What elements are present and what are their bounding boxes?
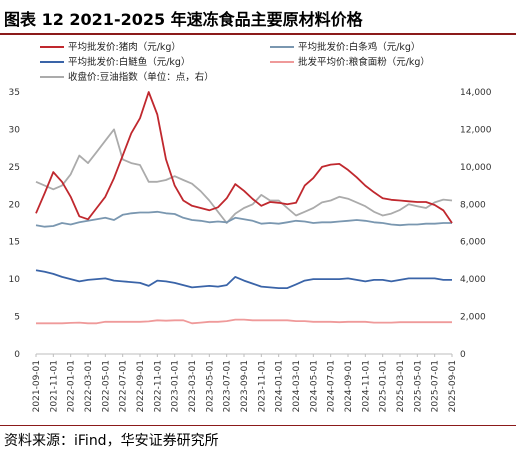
x-tick-label: 2022-01-01 — [67, 360, 77, 412]
y-left-tick-label: 15 — [9, 238, 20, 248]
y-right-tick-label: 14,000 — [460, 88, 492, 98]
x-tick-label: 2024-09-01 — [344, 360, 354, 412]
legend-label: 平均批发价:猪肉（元/kg） — [68, 41, 181, 53]
x-tick-label: 2023-03-01 — [188, 360, 198, 412]
figure-title: 图表 12 2021-2025 年速冻食品主要原材料价格 — [4, 10, 363, 29]
series-lines — [35, 91, 453, 325]
x-tick-label: 2024-05-01 — [309, 360, 319, 412]
x-tick-label: 2024-07-01 — [327, 360, 337, 412]
x-tick-label: 2022-07-01 — [119, 360, 129, 412]
x-tick-label: 2021-11-01 — [49, 360, 59, 412]
x-tick-label: 2023-09-01 — [240, 360, 250, 412]
chart-area: 平均批发价:猪肉（元/kg） 平均批发价:白条鸡（元/kg） 平均批发价:白鲢鱼（元… — [9, 41, 492, 412]
y-right-tick-label: 12,000 — [460, 125, 492, 135]
source-note: 资料来源：iFind，华安证券研究所 — [4, 433, 219, 449]
y-left-tick-label: 5 — [14, 313, 20, 323]
y-left-tick-label: 35 — [9, 88, 20, 98]
x-tick-label: 2023-11-01 — [257, 360, 267, 412]
x-tick-label: 2025-01-01 — [379, 360, 389, 412]
legend-label: 平均批发价:白鲢鱼（元/kg） — [68, 56, 190, 68]
y-right-tick-label: 10,000 — [460, 163, 492, 173]
footer-divider — [0, 425, 516, 426]
x-tick-label: 2024-01-01 — [275, 360, 285, 412]
x-tick-label: 2024-11-01 — [361, 360, 371, 412]
legend-label: 收盘价:豆油指数（单位：点，右） — [68, 71, 214, 83]
y-left-tick-label: 25 — [9, 163, 20, 173]
series-line — [35, 91, 453, 224]
y-left-tick-label: 20 — [9, 200, 21, 210]
series-line — [35, 269, 452, 290]
y-right-tick-label: 4,000 — [460, 275, 486, 285]
x-tick-label: 2021-09-01 — [32, 360, 42, 412]
x-tick-label: 2023-01-01 — [171, 360, 181, 412]
x-tick-label: 2023-05-01 — [205, 360, 215, 412]
series-line — [36, 318, 452, 325]
series-line — [35, 128, 453, 224]
x-tick-label: 2025-05-01 — [413, 360, 423, 412]
x-tick-label: 2025-07-01 — [431, 360, 441, 412]
legend-label: 平均批发价:白条鸡（元/kg） — [298, 41, 420, 53]
x-tick-label: 2022-05-01 — [101, 360, 111, 412]
y-left-tick-label: 30 — [9, 125, 21, 135]
x-tick-label: 2023-07-01 — [223, 360, 233, 412]
x-tick-label: 2025-03-01 — [396, 360, 406, 412]
axes: 0 5 10 15 20 25 30 35 0 2,000 4,000 6,000 8,000 10,00… — [9, 88, 492, 412]
y-right-tick-label: 6,000 — [460, 238, 486, 248]
x-tick-label: 2024-03-01 — [292, 360, 302, 412]
legend-label: 批发平均价:粮食面粉（元/kg） — [298, 56, 430, 68]
x-tick-label: 2022-03-01 — [84, 360, 94, 412]
y-right-tick-label: 2,000 — [460, 313, 486, 323]
y-left-tick-label: 10 — [9, 275, 21, 285]
y-right-tick-label: 8,000 — [460, 200, 486, 210]
x-tick-label: 2022-11-01 — [153, 360, 163, 412]
x-tick-label: 2022-09-01 — [136, 360, 146, 412]
series-line — [35, 210, 452, 228]
x-tick-label: 2025-09-01 — [448, 360, 458, 412]
legend: 平均批发价:猪肉（元/kg） 平均批发价:白条鸡（元/kg） 平均批发价:白鲢鱼（元… — [40, 41, 430, 83]
y-right-tick-label: 0 — [460, 350, 466, 360]
y-left-tick-label: 0 — [14, 350, 20, 360]
title-divider — [0, 33, 516, 35]
